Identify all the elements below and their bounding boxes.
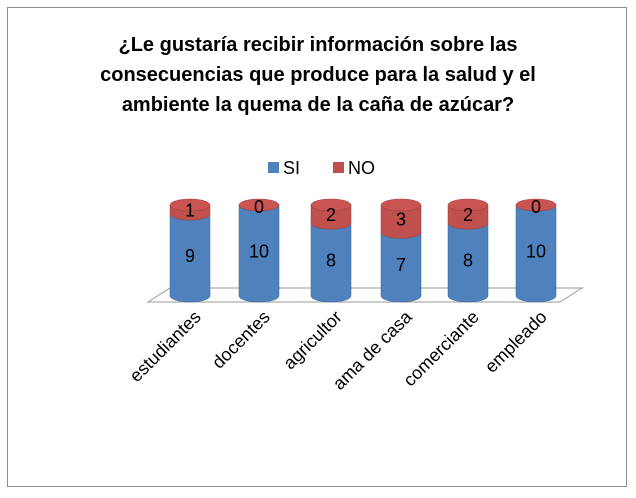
legend-swatch xyxy=(268,162,279,173)
value-label: 2 xyxy=(326,205,336,225)
legend-label: SI xyxy=(283,158,300,178)
chart-frame xyxy=(7,7,627,487)
value-label: 10 xyxy=(249,242,269,262)
legend-swatch xyxy=(333,162,344,173)
value-label: 8 xyxy=(326,251,336,271)
legend-label: NO xyxy=(348,158,375,178)
value-label: 3 xyxy=(396,210,406,230)
value-label: 0 xyxy=(254,197,264,217)
cylinder-cap xyxy=(310,198,352,212)
value-label: 2 xyxy=(463,205,473,225)
cylinder-cap xyxy=(515,198,557,212)
cylinder-cap xyxy=(447,198,489,212)
x-tick-label: estudiantes xyxy=(126,307,205,386)
x-tick-label: empleado xyxy=(481,307,551,377)
value-label: 7 xyxy=(396,255,406,275)
cylinder-cap xyxy=(169,198,211,212)
cylinder-cap xyxy=(238,198,280,212)
value-label: 10 xyxy=(526,242,546,262)
x-tick-label: agricultor xyxy=(279,307,345,373)
value-label: 9 xyxy=(185,246,195,266)
value-label: 1 xyxy=(185,201,195,221)
x-tick-label: docentes xyxy=(208,307,274,373)
cylinder-cap xyxy=(380,198,422,212)
chart-title: ¿Le gustaría recibir información sobre l… xyxy=(100,34,536,116)
value-label: 0 xyxy=(531,197,541,217)
value-label: 8 xyxy=(463,251,473,271)
